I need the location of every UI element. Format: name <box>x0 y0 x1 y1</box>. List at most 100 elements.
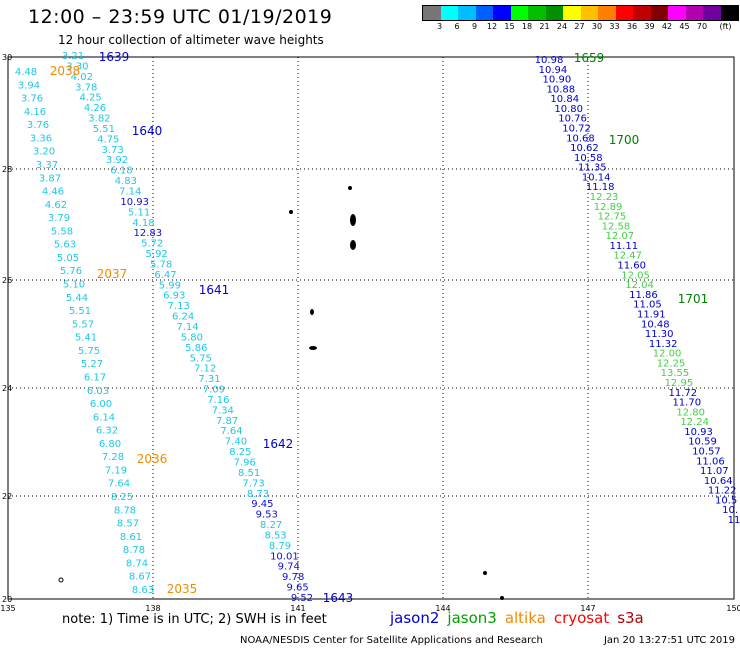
wave-height-value: 7.96 <box>234 458 256 469</box>
wave-height-value: 9.65 <box>286 583 308 594</box>
x-tick-label: 138 <box>145 604 160 613</box>
wave-height-value: 9.78 <box>282 572 304 583</box>
y-tick-label: 24 <box>2 384 12 393</box>
wave-height-value: 4.46 <box>42 187 64 198</box>
wave-height-value: 4.18 <box>132 218 154 229</box>
colorbar-swatch <box>475 6 493 20</box>
colorbar-swatch <box>423 6 441 20</box>
wave-height-value: 11.72 <box>669 388 698 399</box>
colorbar-label: 3 <box>436 22 443 31</box>
island <box>483 571 487 575</box>
wave-height-value: 10. <box>722 505 738 516</box>
colorbar-label: 24 <box>556 22 568 31</box>
wave-height-value: 10.98 <box>535 55 564 66</box>
island <box>348 186 352 190</box>
pass-label: 2035 <box>167 582 198 596</box>
pass-label: 1700 <box>609 133 640 147</box>
pass-label: 1659 <box>574 51 605 65</box>
islands <box>58 186 504 600</box>
wave-height-value: 8.79 <box>269 541 291 552</box>
y-tick-label: 30 <box>2 53 12 62</box>
wave-height-value: 12.83 <box>134 228 163 239</box>
map-grid <box>8 57 734 599</box>
wave-height-value: 5.11 <box>128 207 150 218</box>
wave-height-value: 5.72 <box>141 239 163 250</box>
wave-height-value: 11.60 <box>617 261 646 272</box>
wave-height-value: 4.25 <box>79 93 101 104</box>
colorbar-swatch <box>633 6 651 20</box>
wave-height-value: 4.48 <box>15 67 37 78</box>
wave-height-value: 10.5 <box>715 495 737 506</box>
wave-height-value: 10.94 <box>539 65 568 76</box>
wave-height-value: 11 <box>728 515 740 526</box>
wave-height-value: 5.78 <box>150 259 172 270</box>
wave-height-value: 12.95 <box>665 378 694 389</box>
wave-height-value: 9.45 <box>251 499 273 510</box>
marker-circle <box>58 577 64 583</box>
y-tick-label: 26 <box>2 276 12 285</box>
colorbar-swatch <box>440 6 458 20</box>
wave-height-value: 12.23 <box>590 192 619 203</box>
colorbar <box>422 5 739 21</box>
wave-height-value: 5.51 <box>69 306 91 317</box>
wave-height-value: 3.73 <box>102 145 124 156</box>
wave-height-value: 7.28 <box>102 452 124 463</box>
pass-label: 1642 <box>263 437 294 451</box>
wave-height-value: 6.80 <box>99 439 121 450</box>
wave-height-value: 5.80 <box>181 332 203 343</box>
colorbar-label: 45 <box>679 22 690 31</box>
x-tick-label: 141 <box>290 604 305 613</box>
wave-height-value: 8.73 <box>247 489 269 500</box>
footer-source: NOAA/NESDIS Center for Satellite Applica… <box>240 635 543 646</box>
wave-height-value: 5.75 <box>190 353 212 364</box>
wave-height-value: 7.09 <box>203 385 225 396</box>
pass-labels: 1639 1640 1641 1642 1643 1659 1700 1701 2038 2037… <box>50 50 709 605</box>
colorbar-label: 39 <box>644 22 655 31</box>
colorbar-label: 15 <box>504 22 515 31</box>
wave-height-value: 7.16 <box>207 395 229 406</box>
wave-height-value: 8.61 <box>120 532 142 543</box>
wave-height-value: 3.82 <box>88 114 110 125</box>
island <box>500 596 504 600</box>
wave-height-value: 7.12 <box>194 364 216 375</box>
pass-label: 1639 <box>99 50 130 64</box>
wave-height-value: 5.05 <box>57 253 79 264</box>
wave-height-value: 5.58 <box>51 226 73 237</box>
wave-height-value: 12.89 <box>594 202 623 213</box>
colorbar-swatch <box>580 6 598 20</box>
x-tick-label: 150 <box>726 604 740 613</box>
wave-height-value: 11.30 <box>645 329 674 340</box>
wave-height-value: 7.73 <box>242 478 264 489</box>
wave-height-value: 6.17 <box>84 372 106 383</box>
wave-height-value: 5.41 <box>75 333 97 344</box>
colorbar-swatch <box>458 6 476 20</box>
wave-height-value: 10.72 <box>562 124 591 135</box>
wave-height-value: 7.14 <box>119 187 141 198</box>
wave-height-value: 3.76 <box>27 120 49 131</box>
colorbar-label: 18 <box>521 22 533 31</box>
colorbar-swatch <box>703 6 721 20</box>
wave-height-value: 8.74 <box>126 558 148 569</box>
wave-height-value: 3.36 <box>30 133 52 144</box>
pass-label: 1701 <box>678 292 709 306</box>
wave-height-value: 9.74 <box>278 562 300 573</box>
wave-height-value: 10.68 <box>566 133 595 144</box>
wave-height-value: 6.03 <box>87 386 109 397</box>
axis-labels: 135 138 141 144 147 150 30 28 26 24 22 20 <box>0 53 740 613</box>
wave-height-value: 12.47 <box>613 251 642 262</box>
wave-height-value: 8.78 <box>114 505 136 516</box>
note-text: note: 1) Time is in UTC; 2) SWH is in fe… <box>62 612 327 627</box>
wave-height-value: 11.86 <box>629 290 658 301</box>
wave-height-value: 6.93 <box>163 291 185 302</box>
wave-height-value: 10.14 <box>582 172 611 183</box>
wave-height-value: 5.44 <box>66 293 88 304</box>
wave-height-value: 11.91 <box>637 309 666 320</box>
wave-height-value: 3.20 <box>33 147 55 158</box>
wave-height-value: 7.87 <box>216 416 238 427</box>
y-tick-label: 22 <box>2 492 12 501</box>
wave-height-value: 4.26 <box>84 103 106 114</box>
colorbar-label: 36 <box>626 22 638 31</box>
wave-height-value: 4.16 <box>24 107 46 118</box>
colorbar-label: 30 <box>591 22 603 31</box>
wave-height-value: 5.51 <box>93 124 115 135</box>
